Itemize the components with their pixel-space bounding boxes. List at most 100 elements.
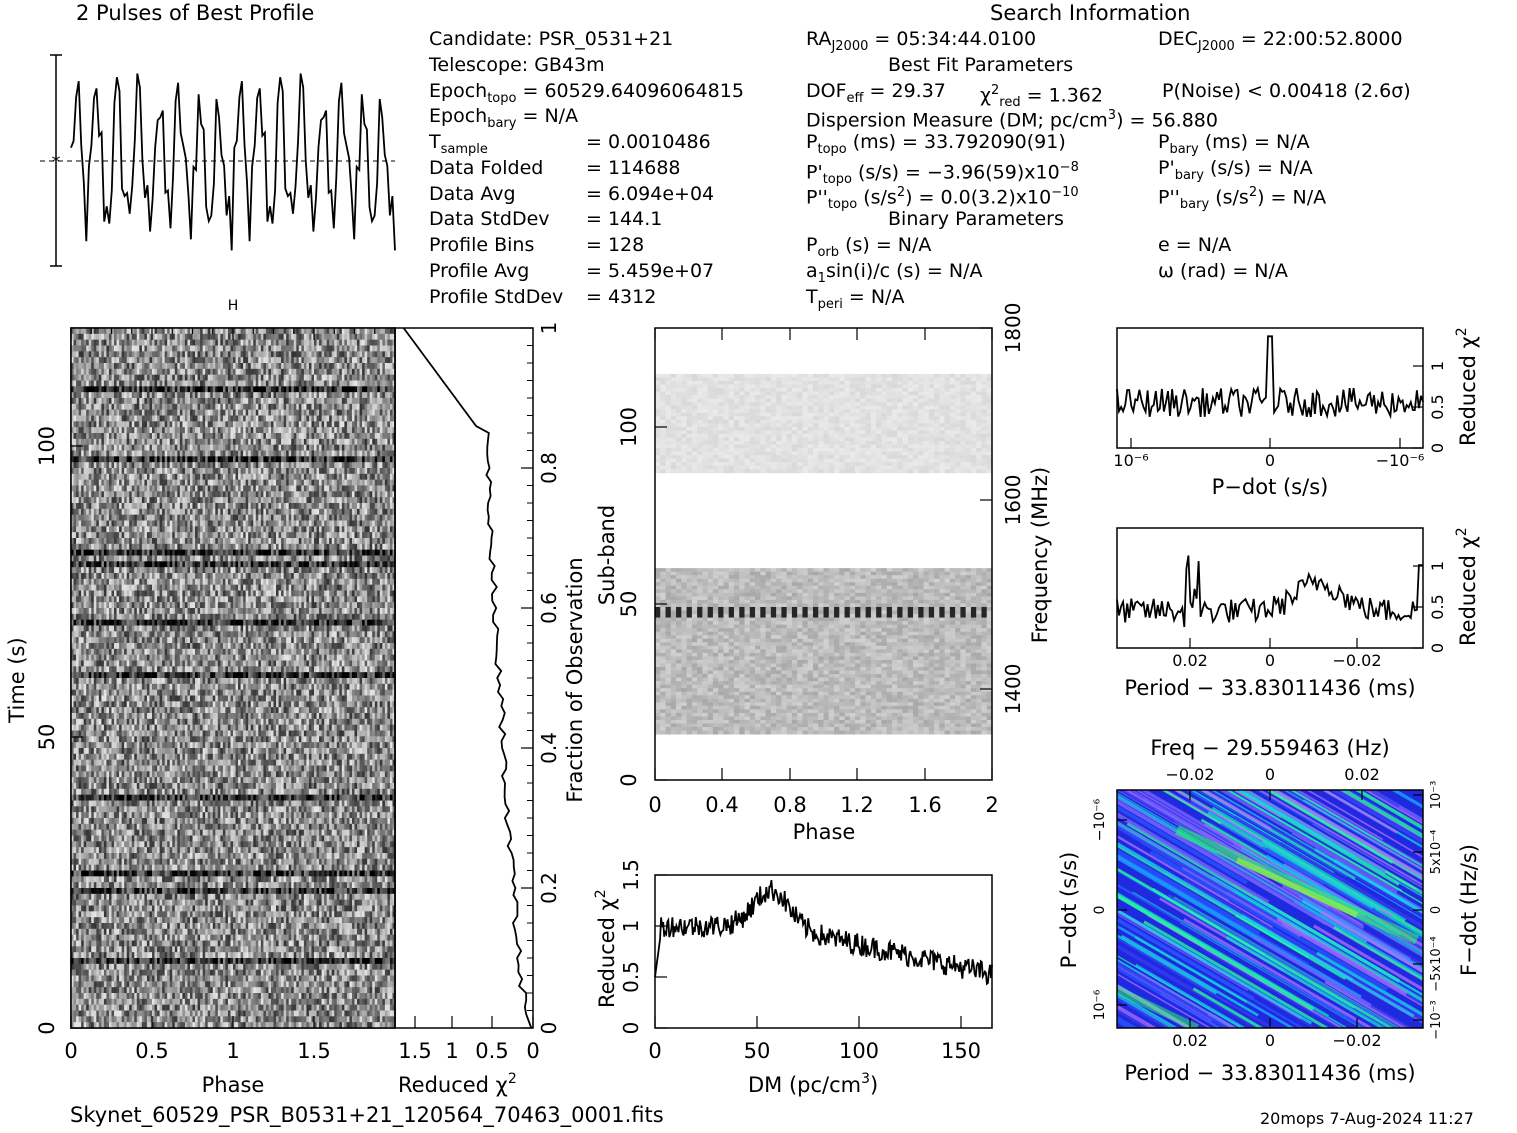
heatmap-cell [319,363,322,370]
heatmap-cell [301,456,305,463]
heatmap-cell [306,433,310,440]
heatmap-cell [278,415,282,422]
heatmap-cell [362,351,366,358]
heatmap-cell [167,333,171,341]
heatmap-cell [283,392,287,399]
heatmap-cell [141,468,145,475]
heatmap-cell [205,520,209,527]
heatmap-cell [182,345,186,352]
heatmap-cell [260,328,264,335]
heatmap-cell [126,491,130,498]
heatmap-cell [258,456,262,463]
heatmap-cell [248,345,252,352]
heatmap-cell [233,386,236,393]
heatmap-cell [217,450,221,457]
heatmap-cell [169,520,173,527]
heatmap-cell [192,328,196,335]
heatmap-cell [384,543,388,551]
heatmap-cell [250,514,254,521]
heatmap-cell [392,415,396,422]
heatmap-cell [179,415,183,422]
heatmap-cell [372,398,376,405]
heatmap-cell [187,339,191,346]
heatmap-cell [326,339,330,346]
heatmap-cell [374,438,378,446]
heatmap-cell [106,514,110,521]
heatmap-cell [364,328,368,335]
heatmap-cell [202,392,206,399]
heatmap-cell [131,538,135,545]
heatmap-cell [344,374,348,381]
heatmap-cell [321,497,325,504]
heatmap-cell [316,473,320,481]
heatmap-cell [73,491,77,498]
heatmap-cell [152,444,155,451]
heatmap-cell [149,386,153,393]
heatmap-cell [286,345,290,352]
heatmap-cell [78,543,82,551]
heatmap-cell [192,427,196,434]
heatmap-cell [235,479,239,486]
heatmap-cell [346,491,350,498]
heatmap-cell [205,479,209,486]
heatmap-cell [141,386,145,393]
heatmap-cell [192,398,196,405]
heatmap-cell [389,456,393,463]
heatmap-cell [248,415,252,422]
heatmap-cell [329,444,333,451]
heatmap-cell [73,473,77,481]
heatmap-cell [286,380,290,387]
heatmap-cell [195,380,198,387]
heatmap-cell [96,333,100,341]
heatmap-cell [71,398,74,405]
heatmap-cell [202,415,206,422]
heatmap-cell [215,508,219,516]
heatmap-cell [362,508,366,516]
heatmap-cell [291,462,295,469]
heatmap-cell [144,333,148,341]
heatmap-cell [152,427,155,434]
heatmap-cell [136,491,140,498]
heatmap-cell [354,380,358,387]
heatmap-cell [83,409,87,416]
heatmap-cell [167,514,171,521]
heatmap-cell [286,450,290,457]
heatmap-cell [382,363,386,370]
heatmap-cell [263,398,267,405]
heatmap-cell [73,438,77,446]
heatmap-cell [106,368,110,376]
heatmap-cell [250,508,254,516]
heatmap-cell [215,491,219,498]
heatmap-cell [235,328,239,335]
heatmap-cell [106,543,110,551]
heatmap-cell [308,538,312,545]
heatmap-cell [86,514,90,521]
heatmap-cell [314,345,317,352]
heatmap-cell [367,532,371,539]
heatmap-cell [321,345,325,352]
heatmap-cell [146,421,150,428]
heatmap-cell [291,339,295,346]
heatmap-cell [116,503,120,510]
heatmap-cell [172,503,176,510]
heatmap-cell [281,345,285,352]
heatmap-cell [321,415,325,422]
heatmap-cell [351,339,355,346]
heatmap-cell [389,415,393,422]
heatmap-cell [152,398,155,405]
heatmap-cell [273,386,277,393]
heatmap-cell [139,549,143,556]
heatmap-cell [392,485,396,492]
heatmap-cell [187,450,191,457]
heatmap-cell [129,380,133,387]
heatmap-cell [270,403,274,411]
heatmap-cell [177,398,181,405]
heatmap-cell [384,479,388,486]
heatmap-cell [255,386,259,393]
heatmap-cell [303,374,307,381]
heatmap-cell [86,392,90,399]
heatmap-cell [336,485,340,492]
heatmap-cell [263,433,267,440]
heatmap-cell [187,403,191,411]
heatmap-cell [177,363,181,370]
